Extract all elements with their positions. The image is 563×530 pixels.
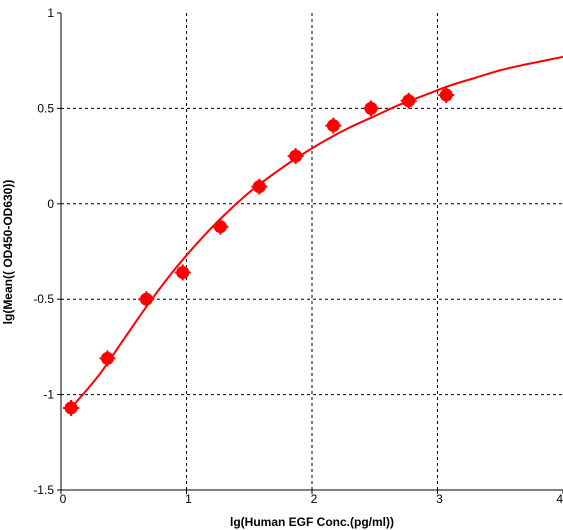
y-axis-title: lg(Mean(( OD450-OD630))	[1, 180, 15, 325]
y-tick-label: -1.5	[33, 483, 54, 497]
x-tick-label: 3	[436, 492, 443, 506]
x-tick-label: 0	[60, 492, 67, 506]
x-tick-label: 4	[556, 492, 563, 506]
gridlines	[61, 13, 563, 490]
x-tick-label: 1	[185, 492, 192, 506]
y-tick-label: 0.5	[37, 101, 54, 115]
y-tick-label: -1	[43, 388, 54, 402]
y-tick-label: 1	[47, 6, 54, 20]
x-axis-title: lg(Human EGF Conc.(pg/ml))	[230, 515, 394, 529]
y-tick-label: -0.5	[33, 292, 54, 306]
y-tick-label: 0	[47, 197, 54, 211]
plot-series	[63, 55, 563, 416]
tick-labels: 1 0.5 0 -0.5 -1 -1.5 0 1 2 3 4	[33, 6, 563, 506]
x-tick-label: 2	[311, 492, 318, 506]
axes	[57, 12, 563, 494]
